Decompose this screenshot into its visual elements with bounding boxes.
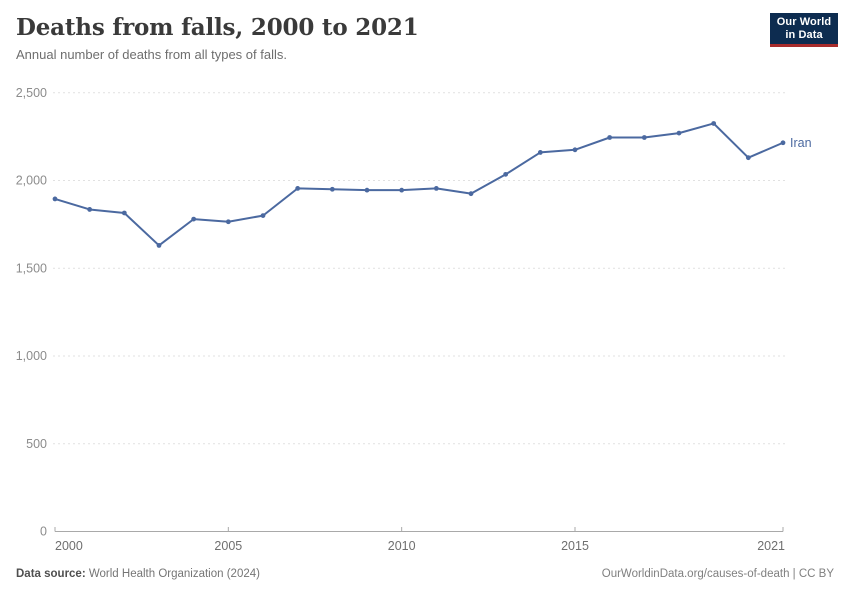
data-source-label: Data source:	[16, 568, 86, 580]
data-point-2018[interactable]	[676, 130, 682, 136]
data-point-2014[interactable]	[537, 150, 543, 155]
data-point-2008[interactable]	[329, 186, 335, 192]
x-axis-label: 2010	[388, 539, 416, 553]
page-title: Deaths from falls, 2000 to 2021	[16, 14, 419, 41]
series-label-iran[interactable]: Iran	[790, 136, 812, 150]
data-point-2013[interactable]	[503, 171, 509, 177]
data-point-2021[interactable]	[780, 140, 786, 146]
chart-footer: Data source: World Health Organization (…	[16, 568, 834, 580]
data-point-2007[interactable]	[295, 185, 301, 191]
data-point-2012[interactable]	[468, 191, 474, 197]
data-point-2017[interactable]	[641, 135, 647, 140]
x-axis-label: 2021	[757, 539, 785, 553]
data-source-value: World Health Organization (2024)	[85, 568, 260, 580]
data-point-2004[interactable]	[191, 216, 197, 222]
data-source: Data source: World Health Organization (…	[16, 568, 260, 580]
data-point-2009[interactable]	[364, 187, 370, 193]
data-point-2016[interactable]	[607, 135, 613, 140]
data-point-2010[interactable]	[399, 187, 405, 193]
x-axis-label: 2015	[561, 539, 589, 553]
chart-header: Deaths from falls, 2000 to 2021 Annual n…	[16, 14, 834, 62]
data-point-2020[interactable]	[745, 155, 751, 161]
y-axis-label: 1,500	[16, 261, 47, 275]
y-axis-label: 2,500	[16, 86, 47, 100]
owid-logo[interactable]: Our World in Data	[770, 13, 838, 47]
chart-subtitle: Annual number of deaths from all types o…	[16, 47, 287, 62]
data-point-2000[interactable]	[52, 196, 58, 202]
y-axis-label: 0	[40, 525, 47, 539]
series-line-iran[interactable]	[54, 122, 784, 247]
x-axis-label: 2000	[55, 539, 83, 553]
owid-link[interactable]: OurWorldinData.org/causes-of-death | CC …	[601, 568, 834, 580]
x-axis-label: 2005	[214, 539, 242, 553]
data-point-2005[interactable]	[225, 219, 231, 225]
y-axis-label: 1,000	[16, 349, 47, 363]
data-point-2003[interactable]	[156, 243, 162, 248]
owid-logo-line2: in Data	[785, 28, 823, 41]
y-axis-label: 2,000	[16, 174, 47, 188]
data-point-2011[interactable]	[433, 185, 439, 191]
data-point-2001[interactable]	[87, 207, 93, 212]
y-axis-label: 500	[26, 437, 47, 451]
data-point-2006[interactable]	[260, 213, 266, 219]
data-point-2002[interactable]	[121, 210, 127, 216]
data-point-2019[interactable]	[711, 121, 717, 126]
owid-logo-line1: Our World	[776, 15, 832, 28]
data-point-2015[interactable]	[572, 147, 578, 153]
